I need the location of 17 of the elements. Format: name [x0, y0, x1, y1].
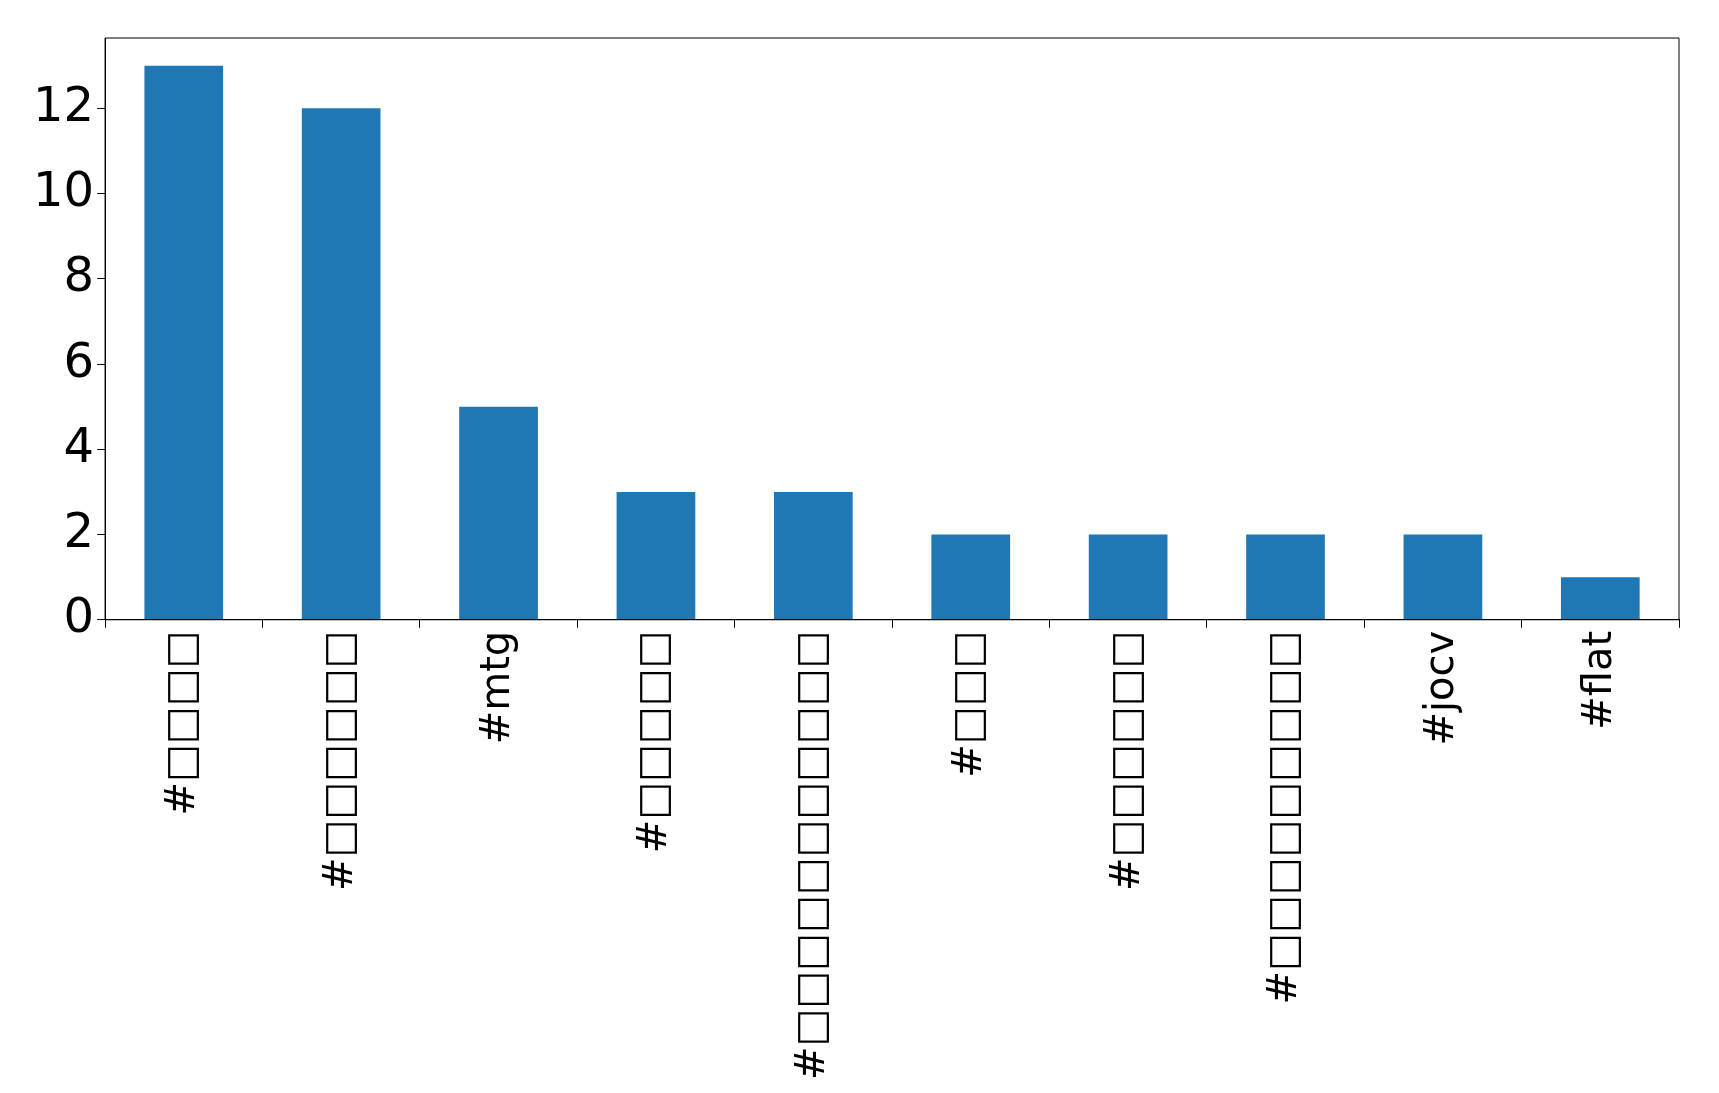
x-tick-label: #□□□□□□: [314, 630, 361, 892]
x-tick-label: #flat: [1573, 630, 1620, 730]
x-tick-label: #□□□□□□□□□□□: [786, 630, 833, 1081]
x-tick-label: #□□□: [944, 630, 991, 778]
y-tick-label: 2: [63, 501, 95, 558]
y-tick-label: 6: [63, 331, 95, 388]
y-tick-label: 12: [33, 75, 95, 132]
y-tick-label: 4: [63, 416, 95, 473]
y-tick-label: 0: [63, 587, 95, 644]
x-tick-label: #□□□□□□□□□: [1258, 630, 1305, 1005]
y-tick-label: 10: [33, 161, 95, 218]
x-tick-label: #□□□□□: [629, 630, 676, 854]
x-tick-label: #□□□□: [157, 630, 204, 816]
x-tick-label: #mtg: [471, 630, 518, 745]
x-tick-label: #jocv: [1416, 630, 1463, 746]
y-tick-label: 8: [63, 246, 95, 303]
x-tick-label: #□□□□□□: [1101, 630, 1148, 892]
